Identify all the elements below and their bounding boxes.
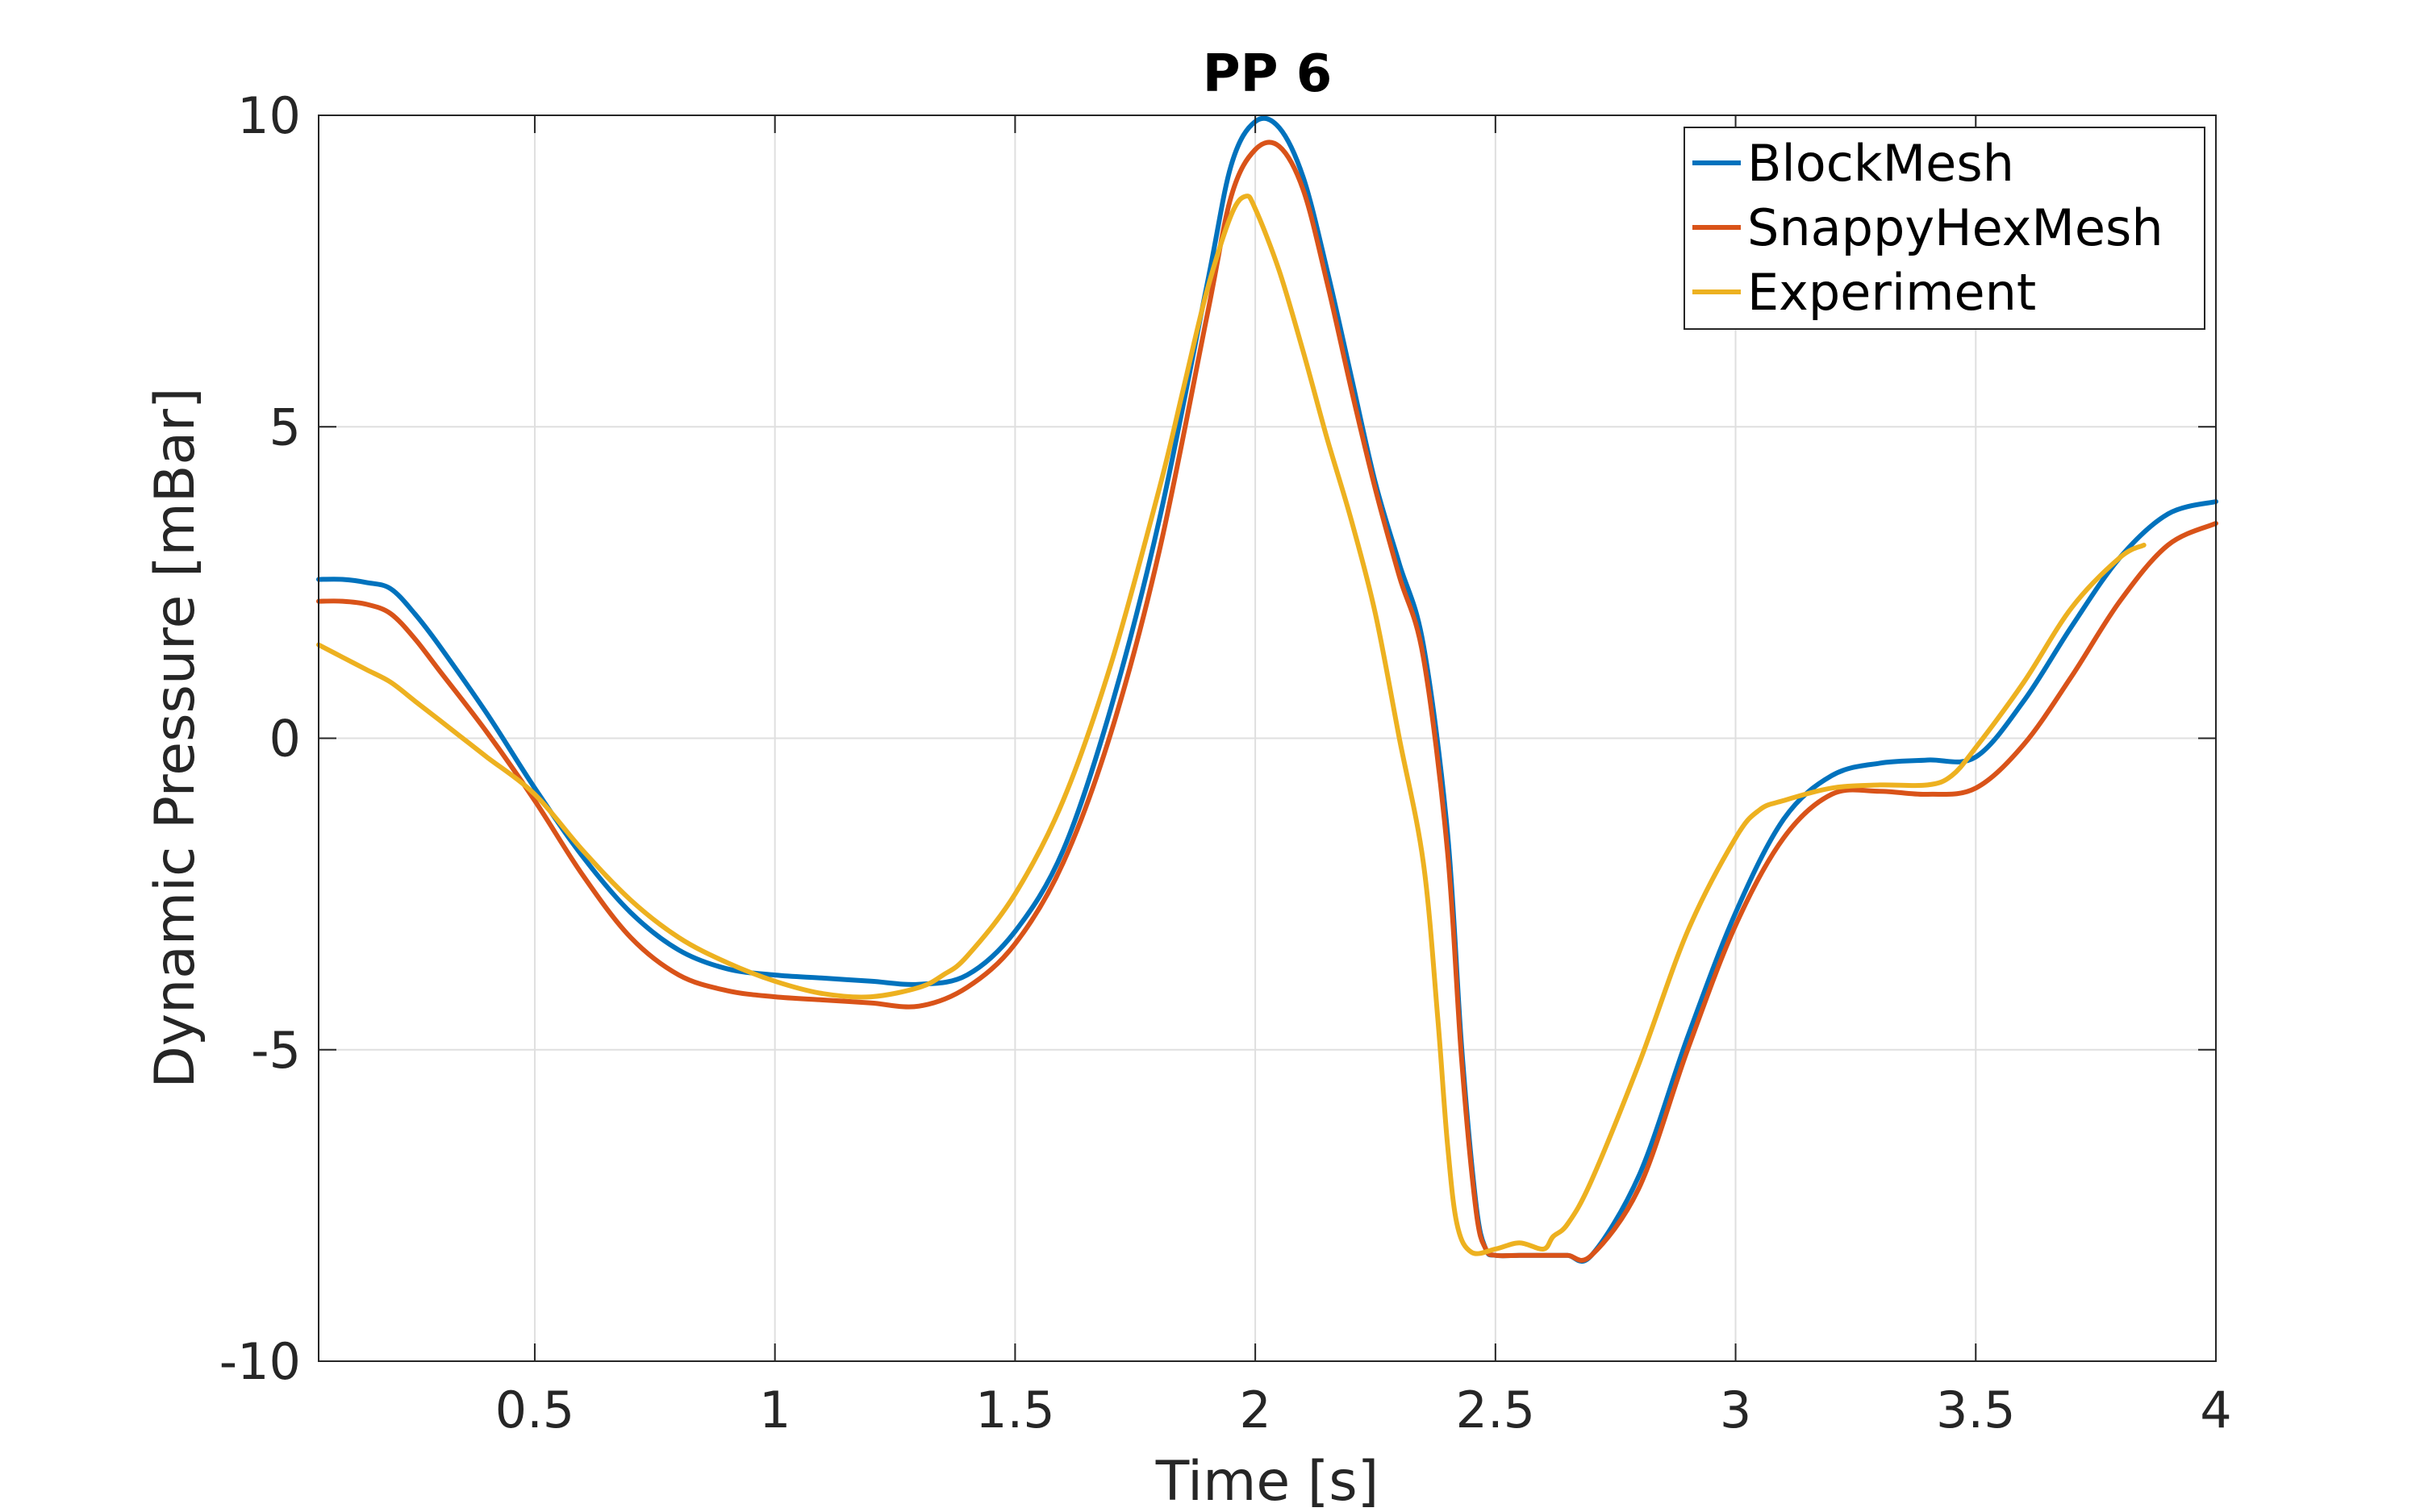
y-axis-label: Dynamic Pressure [mBar] [144,387,207,1088]
x-tick-label: 2.5 [1456,1381,1536,1439]
x-tick-label: 4 [2200,1381,2231,1439]
x-tick-label: 1.5 [975,1381,1055,1439]
x-tick-label: 3.5 [1936,1381,2016,1439]
legend-label-snappyhexmesh: SnappyHexMesh [1747,198,2163,257]
x-tick-label: 3 [1720,1381,1751,1439]
legend-box [1684,127,2205,330]
x-tick-label: 0.5 [495,1381,575,1439]
series-line-snappyhexmesh [316,140,2218,1263]
x-tick-label: 1 [759,1381,791,1439]
x-tick-label: 2 [1239,1381,1270,1439]
x-axis-label: Time [s] [1155,1450,1379,1512]
series-line-blockmesh [316,115,2218,1264]
y-tick-label: 0 [269,710,301,768]
chart-title: PP 6 [1203,44,1333,104]
series-group [316,115,2218,1264]
y-tick-label: -10 [219,1332,301,1391]
y-tick-label: 10 [237,86,301,145]
y-tick-label: 5 [269,398,301,456]
legend-label-blockmesh: BlockMesh [1747,134,2014,193]
legend-label-experiment: Experiment [1747,263,2036,322]
series-line-experiment [316,194,2147,1256]
ticks: 0.5 1 1.5 2 2.5 3 3.5 4 -10 -5 0 5 10 [219,86,2232,1439]
y-tick-label: -5 [251,1021,301,1080]
